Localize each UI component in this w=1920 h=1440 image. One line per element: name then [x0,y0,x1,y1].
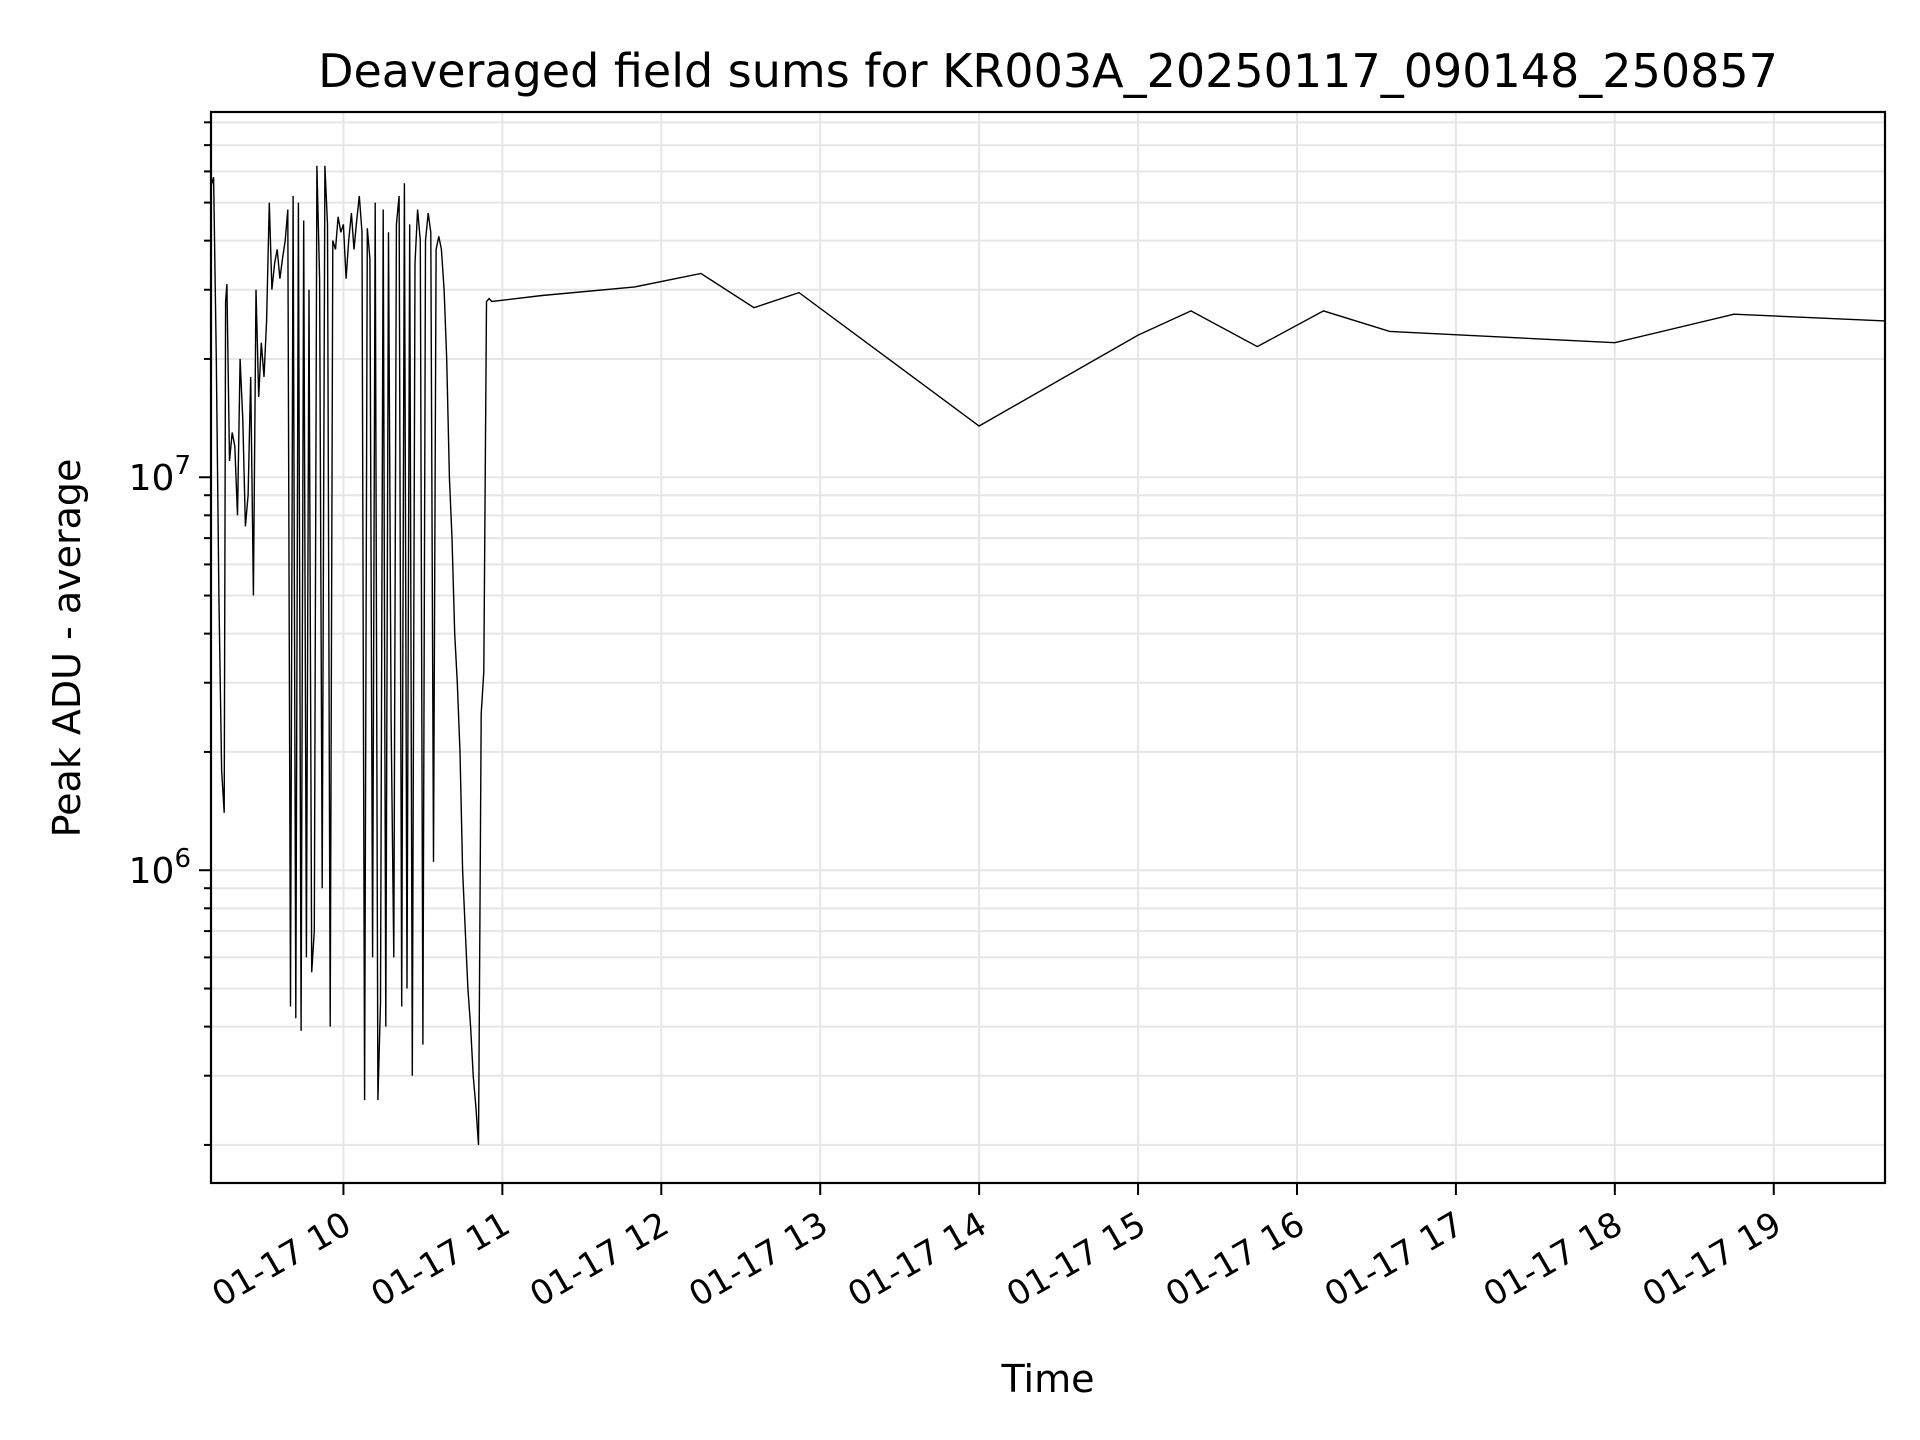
y-tick-label: 107 [129,451,191,499]
grid [211,112,1885,1183]
y-axis-label: Peak ADU - average [45,459,89,838]
y-tick-label-base: 10 [129,851,175,892]
series-line-layer [210,165,1886,1145]
series-line [210,165,1886,1145]
x-axis-label: Time [1001,1357,1095,1401]
plot-frame [209,110,1887,1185]
y-tick-label-exponent: 7 [174,451,191,481]
y-tick-label-exponent: 6 [174,844,191,874]
y-tick-label: 106 [129,844,191,892]
y-tick-label-base: 10 [129,458,175,499]
chart-title: Deaveraged field sums for KR003A_2025011… [318,44,1778,98]
